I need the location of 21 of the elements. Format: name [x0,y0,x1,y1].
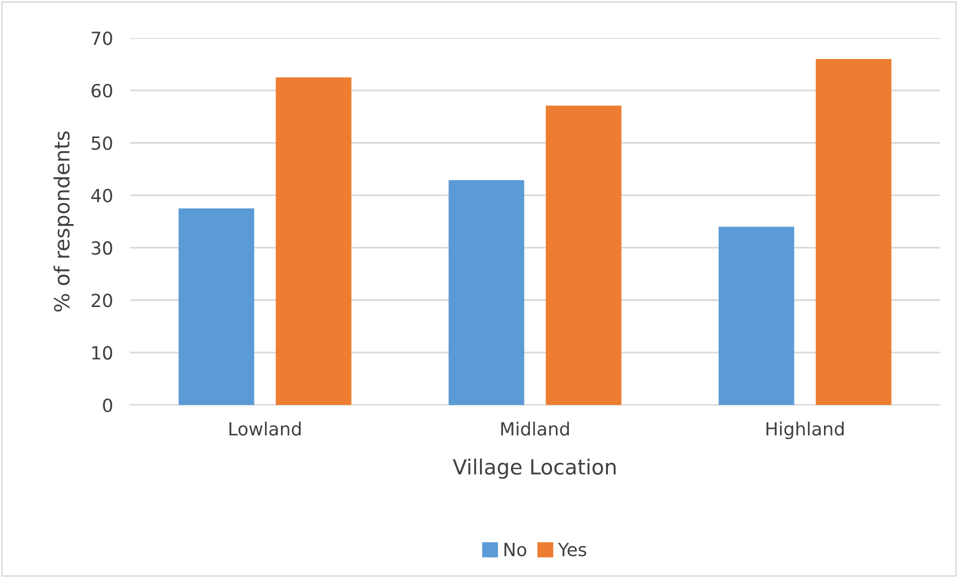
x-tick-label: Highland [766,422,844,440]
y-tick-label: 20 [92,294,112,308]
x-axis-title: Village Location [452,458,616,479]
bar [546,106,622,405]
y-tick-label: 0 [103,398,112,412]
y-axis-title: % of respondents [54,131,74,312]
y-tick-label: 40 [91,188,112,202]
y-tick-label: 30 [92,241,112,255]
x-tick-label: Midland [501,422,569,436]
bar [718,226,794,405]
bar [448,180,524,405]
x-tick-label: Lowland [230,422,301,436]
bar [178,208,254,405]
legend-label: No [504,542,526,556]
y-tick-label: 10 [92,346,112,360]
bar [816,58,892,405]
y-tick-label: 70 [92,31,112,46]
y-tick-label: 50 [92,136,112,150]
y-tick-label: 60 [92,84,112,98]
legend-label: Yes [558,542,586,556]
bar [276,77,352,405]
